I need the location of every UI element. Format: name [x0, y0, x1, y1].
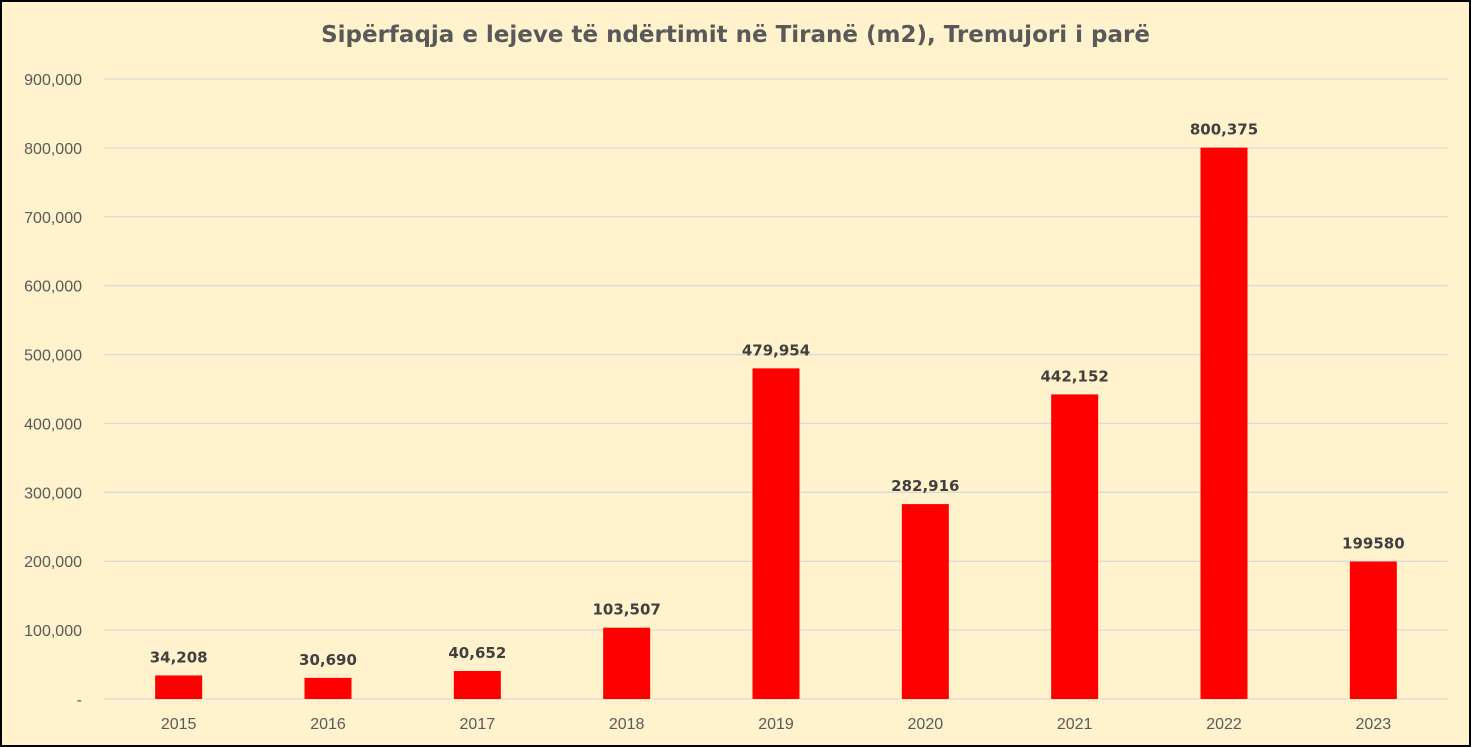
bar-2022 [1200, 147, 1248, 699]
bars [155, 147, 1397, 699]
x-tick-label-2017: 2017 [460, 716, 496, 733]
y-tick-label: 300,000 [24, 485, 82, 502]
y-tick-label: 500,000 [24, 348, 82, 365]
data-label-2021: 442,152 [1041, 367, 1109, 385]
data-label-2020: 282,916 [891, 477, 959, 495]
y-tick-label: 400,000 [24, 416, 82, 433]
bar-2018 [603, 627, 651, 699]
y-tick-label: 700,000 [24, 210, 82, 227]
y-tick-label: 600,000 [24, 279, 82, 296]
data-label-2018: 103,507 [593, 601, 661, 619]
data-label-2023: 199580 [1342, 535, 1405, 553]
bar-2019 [752, 368, 800, 699]
x-tick-label-2016: 2016 [310, 716, 346, 733]
bar-2023 [1349, 561, 1397, 699]
y-axis-ticks: - 100,000 200,000 300,000 400,000 500,000 600,… [24, 72, 82, 709]
bar-2017 [453, 670, 501, 699]
chart-title: Sipërfaqja e lejeve të ndërtimit në Tira… [321, 22, 1150, 48]
y-tick-label: 800,000 [24, 141, 82, 158]
data-label-2017: 40,652 [448, 644, 506, 662]
data-labels: 34,208 30,690 40,652 103,507 479,954 282,916 4… [150, 121, 1405, 669]
x-tick-label-2022: 2022 [1206, 716, 1242, 733]
x-tick-label-2021: 2021 [1057, 716, 1093, 733]
data-label-2016: 30,690 [299, 651, 357, 669]
y-tick-label: 200,000 [24, 554, 82, 571]
x-tick-label-2023: 2023 [1356, 716, 1392, 733]
y-tick-label: - [77, 692, 82, 709]
data-label-2019: 479,954 [742, 341, 810, 359]
y-tick-label: 900,000 [24, 72, 82, 89]
bar-2016 [304, 677, 352, 699]
x-tick-label-2018: 2018 [609, 716, 645, 733]
x-axis-ticks: 2015 2016 2017 2018 2019 2020 2021 2022 2023 [161, 716, 1391, 733]
data-label-2022: 800,375 [1190, 121, 1258, 139]
y-tick-label: 100,000 [24, 623, 82, 640]
data-label-2015: 34,208 [150, 648, 208, 666]
x-tick-label-2020: 2020 [908, 716, 944, 733]
x-tick-label-2019: 2019 [758, 716, 794, 733]
bar-2015 [155, 675, 203, 699]
bar-2021 [1051, 394, 1099, 699]
bar-2020 [901, 504, 949, 699]
x-tick-label-2015: 2015 [161, 716, 197, 733]
